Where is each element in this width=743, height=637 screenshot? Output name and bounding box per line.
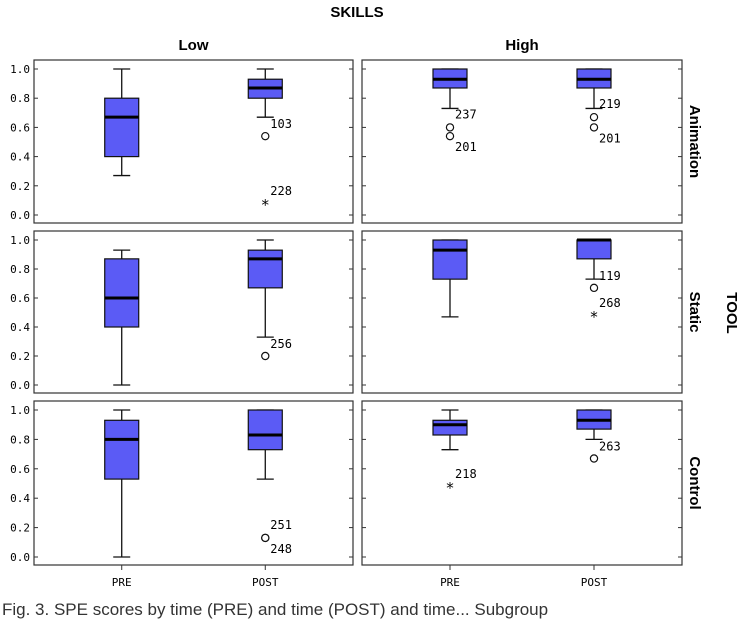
chart-title: SKILLS bbox=[330, 4, 383, 21]
panel-frame bbox=[33, 59, 354, 224]
boxplot-chart: SKILLS Low High Animation Static Control TOOL 0… bbox=[10, 4, 740, 589]
outlier-label: 256 bbox=[270, 337, 292, 351]
extreme-marker: * bbox=[590, 308, 598, 326]
y-tick-label: 0.6 bbox=[10, 121, 30, 134]
column-facet-label: Low bbox=[179, 37, 209, 54]
y-tick-label: 0.4 bbox=[10, 321, 30, 334]
extreme-label: 218 bbox=[455, 467, 477, 481]
outlier-marker bbox=[261, 533, 270, 543]
row-facet-label: Control bbox=[686, 456, 703, 509]
column-facet-label: High bbox=[505, 37, 538, 54]
panel-frame bbox=[361, 230, 683, 394]
x-category-label: POST bbox=[581, 576, 608, 589]
panel-frame bbox=[33, 230, 354, 394]
extreme-label: 268 bbox=[599, 296, 621, 310]
x-category-label: POST bbox=[252, 576, 279, 589]
outlier-label: 103 bbox=[270, 117, 292, 131]
box-iqr bbox=[247, 249, 283, 289]
row-facet-label: Static bbox=[686, 292, 703, 333]
y-tick-label: 0.0 bbox=[10, 379, 30, 392]
y-tick-label: 0.2 bbox=[10, 522, 30, 535]
x-category-label: PRE bbox=[112, 576, 132, 589]
y-tick-label: 1.0 bbox=[10, 234, 30, 247]
y-tick-label: 0.4 bbox=[10, 492, 30, 505]
figure-caption: Fig. 3. SPE scores by time (PRE) and tim… bbox=[2, 600, 549, 619]
y-tick-label: 0.6 bbox=[10, 292, 30, 305]
box-iqr bbox=[104, 419, 140, 480]
outlier-label: 201 bbox=[455, 140, 477, 154]
box-iqr bbox=[576, 239, 612, 260]
y-tick-label: 0.8 bbox=[10, 433, 30, 446]
outlier-label: 237 bbox=[455, 107, 477, 121]
y-tick-label: 1.0 bbox=[10, 404, 30, 417]
box-iqr bbox=[104, 258, 140, 328]
panel-frame bbox=[361, 400, 683, 566]
outlier-label: 248 bbox=[270, 542, 292, 556]
outlier-label: 251 bbox=[270, 518, 292, 532]
outlier-label: 219 bbox=[599, 97, 621, 111]
outlier-marker bbox=[589, 112, 599, 122]
panel-frame bbox=[361, 59, 683, 224]
panel-frame bbox=[33, 400, 354, 566]
outlier-label: 119 bbox=[599, 269, 621, 283]
outlier-marker bbox=[589, 283, 599, 293]
outlier-marker bbox=[589, 454, 599, 463]
y-tick-label: 0.0 bbox=[10, 551, 30, 564]
box-iqr bbox=[432, 239, 468, 280]
y-tick-label: 1.0 bbox=[10, 63, 30, 76]
y-tick-label: 0.2 bbox=[10, 180, 30, 193]
box-iqr bbox=[104, 97, 140, 158]
extreme-marker: * bbox=[262, 196, 270, 214]
y-tick-label: 0.0 bbox=[10, 209, 30, 222]
y-tick-label: 0.2 bbox=[10, 350, 30, 363]
extreme-label: 228 bbox=[270, 184, 292, 198]
outlier-marker bbox=[445, 123, 455, 132]
outlier-marker bbox=[261, 351, 270, 361]
outlier-marker bbox=[445, 131, 455, 141]
y-tick-label: 0.4 bbox=[10, 151, 30, 164]
y-tick-label: 0.8 bbox=[10, 263, 30, 276]
y-tick-label: 0.6 bbox=[10, 463, 30, 476]
box-iqr bbox=[247, 409, 283, 451]
outlier-label: 263 bbox=[599, 440, 621, 454]
box-iqr bbox=[432, 419, 468, 436]
facet-row-variable-label: TOOL bbox=[723, 292, 740, 333]
extreme-marker: * bbox=[446, 479, 454, 497]
y-tick-label: 0.8 bbox=[10, 92, 30, 105]
outlier-label: 201 bbox=[599, 131, 621, 145]
x-category-label: PRE bbox=[440, 576, 460, 589]
outlier-marker bbox=[589, 123, 599, 132]
outlier-marker bbox=[261, 131, 270, 141]
row-facet-label: Animation bbox=[686, 105, 703, 178]
